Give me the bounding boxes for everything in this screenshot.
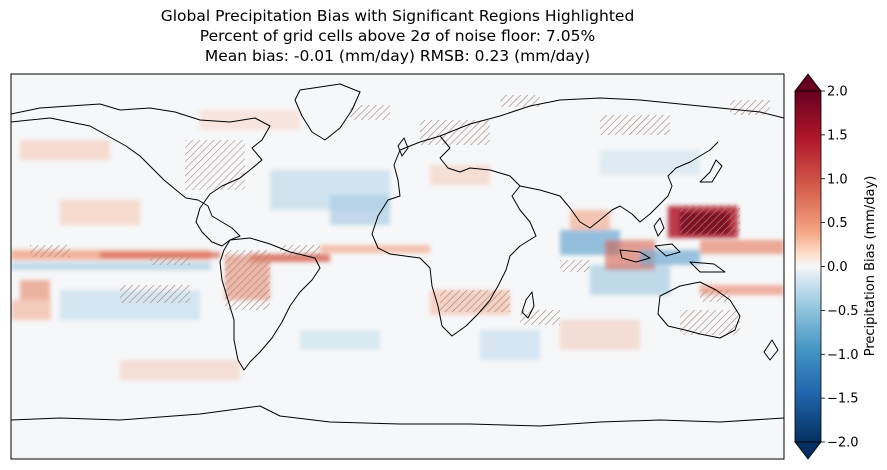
coastlines <box>11 83 784 427</box>
colorbar-tick-label: −0.5 <box>827 304 859 319</box>
figure-title: Global Precipitation Bias with Significa… <box>0 6 795 66</box>
colorbar-ticks: 2.0 1.5 1.0 0.5 0.0 −0.5 −1.0 −1.5 −2.0 <box>821 85 859 451</box>
colorbar-extend-max <box>794 73 822 92</box>
colorbar-tick-label: 1.0 <box>827 172 848 187</box>
colorbar-label: Precipitation Bias (mm/day) <box>863 176 878 357</box>
colorbar: 2.0 1.5 1.0 0.5 0.0 −0.5 −1.0 −1.5 −2.0 Precipit… <box>794 73 878 460</box>
title-line-3: Mean bias: -0.01 (mm/day) RMSB: 0.23 (mm… <box>204 47 591 65</box>
title-line-1: Global Precipitation Bias with Significa… <box>160 7 635 25</box>
colorbar-tick-label: 0.5 <box>827 216 848 231</box>
title-line-2: Percent of grid cells above 2σ of noise … <box>199 27 596 45</box>
colorbar-tick-label: −1.5 <box>827 392 859 407</box>
map-frame <box>10 73 785 460</box>
colorbar-tick-label: 2.0 <box>827 85 848 100</box>
colorbar-tick-label: 0.0 <box>827 260 848 275</box>
colorbar-tick-label: −1.0 <box>827 348 859 363</box>
significance-hatching <box>30 95 770 335</box>
colorbar-gradient <box>794 90 822 443</box>
bias-field <box>11 83 784 427</box>
colorbar-extend-min <box>794 441 822 460</box>
colorbar-tick-label: 1.5 <box>827 128 848 143</box>
map-panel <box>10 73 785 460</box>
colorbar-tick-label: −2.0 <box>827 436 859 451</box>
